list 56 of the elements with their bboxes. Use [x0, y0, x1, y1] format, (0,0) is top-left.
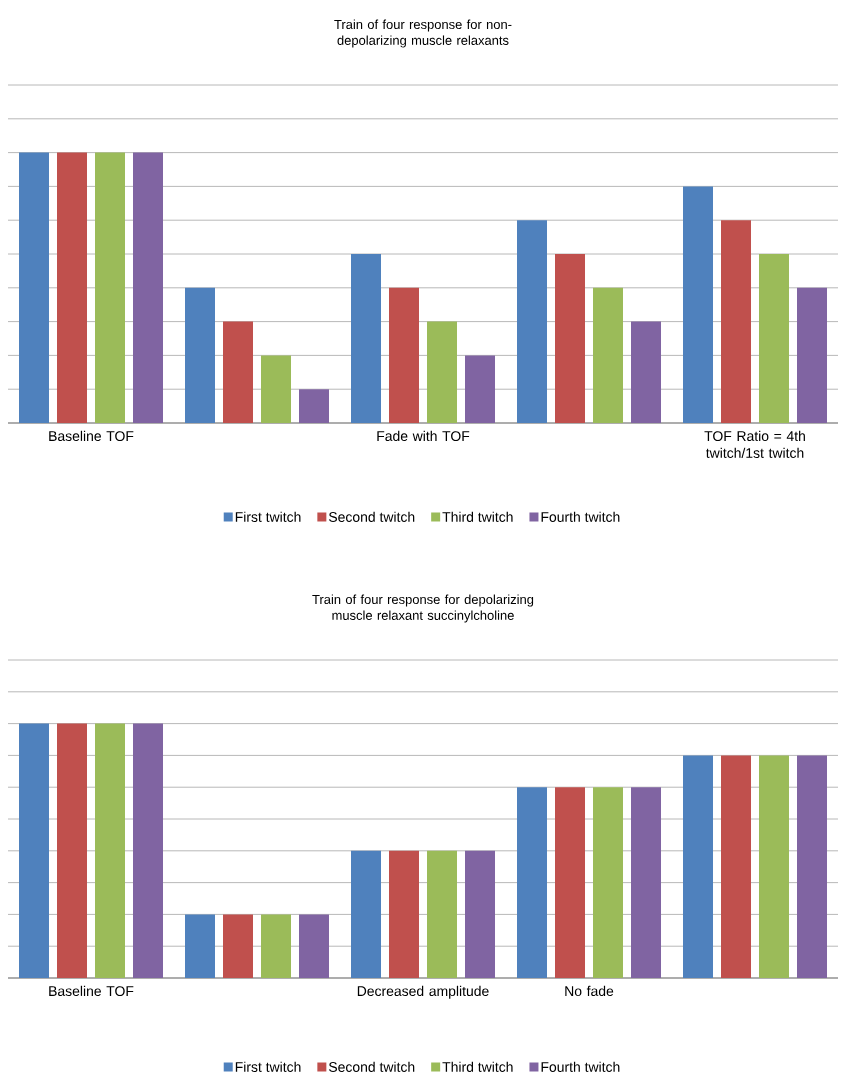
legend-label: First twitch	[235, 1061, 301, 1072]
bar	[57, 152, 87, 424]
bar	[389, 850, 419, 979]
legend-label: First twitch	[235, 511, 301, 522]
x-tick-label: TOF Ratio = 4th twitch/1st twitch	[704, 430, 805, 458]
legend-label: Fourth twitch	[541, 1061, 620, 1072]
bar	[19, 723, 49, 979]
bar	[223, 321, 253, 424]
bar	[465, 850, 495, 979]
bar	[721, 755, 751, 979]
legend-label: Second twitch	[328, 1061, 415, 1072]
bar	[133, 152, 163, 424]
bar	[427, 321, 457, 424]
x-tick-label: Decreased amplitude	[357, 985, 489, 999]
bar	[95, 152, 125, 424]
bar	[797, 755, 827, 979]
bar	[351, 254, 381, 424]
bar	[517, 787, 547, 979]
bar	[631, 321, 661, 424]
bar	[465, 355, 495, 424]
legend-label: Fourth twitch	[541, 511, 620, 522]
bar	[19, 152, 49, 424]
bar	[261, 914, 291, 979]
bar	[57, 723, 87, 979]
bar	[223, 914, 253, 979]
legend-label: Third twitch	[442, 1061, 513, 1072]
bar	[555, 254, 585, 424]
chart-title: Train of four response for non-depolarizing muscle relaxants	[334, 19, 512, 48]
bar	[185, 914, 215, 979]
bar	[299, 389, 329, 424]
bar	[683, 755, 713, 979]
legend-label: Second twitch	[328, 511, 415, 522]
bar	[351, 850, 381, 979]
bar	[427, 850, 457, 979]
bar	[555, 787, 585, 979]
bar	[631, 787, 661, 979]
bar	[261, 355, 291, 424]
bar	[593, 787, 623, 979]
bar	[95, 723, 125, 979]
bar	[389, 287, 419, 424]
bar	[721, 220, 751, 424]
bar	[517, 220, 547, 424]
x-tick-label: No fade	[565, 985, 614, 997]
bar	[593, 287, 623, 424]
legend-label: Third twitch	[442, 511, 513, 522]
bar	[683, 186, 713, 424]
bar	[797, 287, 827, 424]
bar	[133, 723, 163, 979]
x-tick-label: Fade with TOF	[377, 430, 470, 442]
x-tick-label: Baseline TOF	[49, 985, 134, 997]
chart-title: Train of four response for depolarizing muscle relaxant succinylcholine	[312, 594, 534, 623]
bar	[185, 287, 215, 424]
bar	[759, 755, 789, 979]
bar	[299, 914, 329, 979]
bar	[759, 254, 789, 424]
x-tick-label: Baseline TOF	[49, 430, 134, 442]
